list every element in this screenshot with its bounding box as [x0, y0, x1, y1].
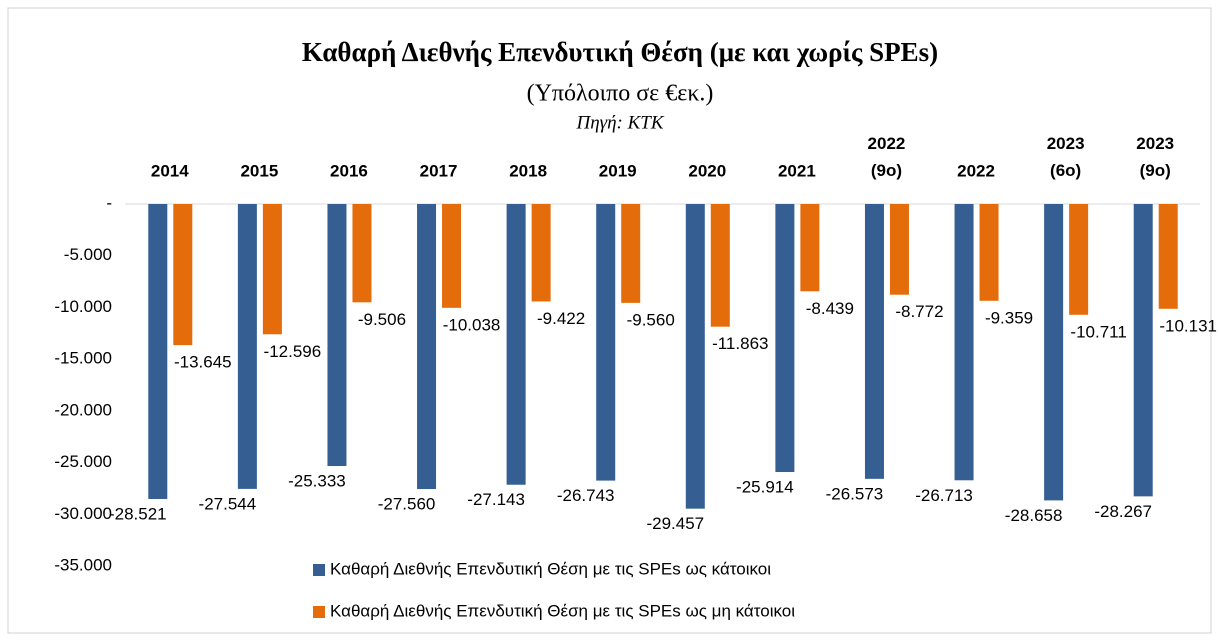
data-label: -28.521 [109, 504, 167, 523]
x-tick-label: 2022 [957, 161, 995, 180]
data-label: -27.560 [378, 495, 436, 514]
x-tick-label: 2022 (9ο) [868, 134, 906, 180]
data-label: -13.645 [174, 353, 232, 372]
y-tick-label: -15.000 [54, 349, 112, 368]
bar [685, 204, 705, 509]
data-label: -10.711 [1070, 322, 1126, 341]
data-label: -9.506 [358, 310, 406, 329]
data-label: -9.359 [985, 308, 1033, 327]
bar [506, 204, 526, 485]
x-tick-label-line: (6ο) [1050, 161, 1081, 180]
data-label: -27.143 [467, 490, 525, 509]
bar [1133, 204, 1153, 497]
bar [262, 204, 282, 335]
data-label: -10.038 [443, 315, 501, 334]
bar [237, 204, 257, 489]
x-tick-label: 2016 [330, 161, 368, 180]
x-tick-label-line: 2022 [868, 134, 906, 153]
bar [1069, 204, 1089, 315]
x-tick-label: 2014 [151, 161, 189, 180]
y-tick-label: -25.000 [54, 452, 112, 471]
bar [1158, 204, 1178, 309]
x-tick-label: 2019 [599, 161, 637, 180]
data-label: -8.439 [806, 299, 854, 318]
bar [327, 204, 347, 467]
y-tick-label: -20.000 [54, 400, 112, 419]
bar [979, 204, 999, 301]
data-label: -11.863 [712, 334, 768, 353]
bar [954, 204, 974, 481]
bar [596, 204, 616, 481]
data-label: -10.131 [1159, 316, 1217, 335]
y-tick-label: -35.000 [54, 555, 112, 574]
bar [1044, 204, 1064, 501]
data-label: -27.544 [199, 494, 257, 513]
legend-swatch [313, 564, 325, 576]
legend-label: Καθαρή Διεθνής Επενδυτική Θέση με τις SP… [330, 601, 795, 620]
data-label: -9.560 [627, 310, 675, 329]
bar [148, 204, 168, 499]
data-label: -26.743 [557, 486, 615, 505]
data-label: -29.457 [646, 514, 704, 533]
x-tick-label-line: (9ο) [1140, 161, 1171, 180]
x-tick-label: 2023 (9ο) [1136, 134, 1174, 180]
data-label: -8.772 [895, 302, 943, 321]
bar [442, 204, 462, 308]
x-tick-label: 2021 [778, 161, 816, 180]
x-tick-label: 2017 [420, 161, 458, 180]
x-tick-label: 2020 [688, 161, 726, 180]
y-tick-label: -10.000 [54, 297, 112, 316]
x-tick-label-line: 2023 [1047, 134, 1085, 153]
data-label: -25.333 [288, 471, 346, 490]
x-tick-label-line: (9ο) [871, 161, 902, 180]
bar [775, 204, 795, 473]
data-label: -26.573 [826, 484, 884, 503]
chart-source: Πηγή: ΚΤΚ [575, 112, 664, 133]
bar [710, 204, 730, 327]
bar [864, 204, 884, 479]
legend-swatch [313, 606, 325, 618]
data-label: -26.713 [915, 486, 973, 505]
data-label: -9.422 [537, 309, 585, 328]
x-tick-label: 2018 [509, 161, 547, 180]
bar [889, 204, 909, 295]
chart-title: Καθαρή Διεθνής Επενδυτική Θέση (με και χ… [302, 37, 938, 67]
y-tick-label: - [106, 193, 112, 212]
bar [352, 204, 372, 303]
x-tick-label-line: 2023 [1136, 134, 1174, 153]
data-label: -25.914 [736, 478, 794, 497]
bar [417, 204, 437, 490]
data-label: -12.596 [264, 342, 322, 361]
data-label: -28.658 [1005, 506, 1063, 525]
bar [173, 204, 193, 346]
legend-label: Καθαρή Διεθνής Επενδυτική Θέση με τις SP… [330, 559, 771, 578]
x-tick-label: 2015 [240, 161, 278, 180]
y-tick-label: -30.000 [54, 504, 112, 523]
chart-subtitle: (Υπόλοιπο σε €εκ.) [527, 81, 714, 107]
bar [800, 204, 820, 292]
data-label: -28.267 [1094, 502, 1152, 521]
bar [531, 204, 551, 302]
bar [621, 204, 641, 303]
y-tick-label: -5.000 [64, 245, 112, 264]
x-tick-label: 2023 (6ο) [1047, 134, 1085, 180]
